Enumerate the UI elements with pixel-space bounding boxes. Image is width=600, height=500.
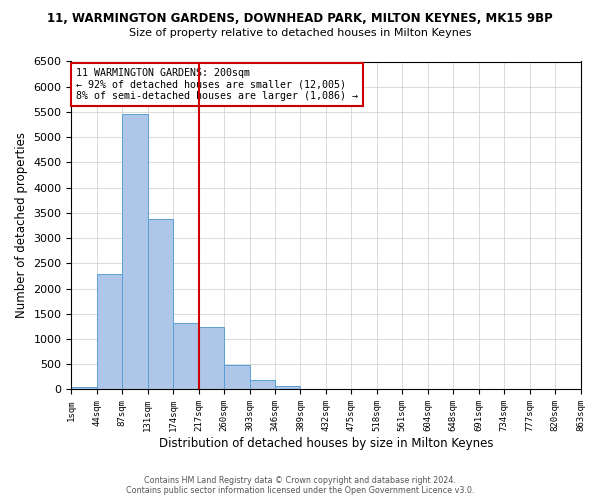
Bar: [173, 324, 199, 390]
Bar: [71, 387, 97, 390]
Y-axis label: Number of detached properties: Number of detached properties: [15, 132, 28, 318]
Bar: [250, 380, 275, 390]
Text: Contains HM Land Registry data © Crown copyright and database right 2024.
Contai: Contains HM Land Registry data © Crown c…: [126, 476, 474, 495]
Text: Size of property relative to detached houses in Milton Keynes: Size of property relative to detached ho…: [129, 28, 471, 38]
Bar: [275, 386, 301, 390]
Text: 11, WARMINGTON GARDENS, DOWNHEAD PARK, MILTON KEYNES, MK15 9BP: 11, WARMINGTON GARDENS, DOWNHEAD PARK, M…: [47, 12, 553, 26]
Bar: [224, 364, 250, 390]
Bar: [148, 219, 173, 390]
Bar: [97, 274, 122, 390]
X-axis label: Distribution of detached houses by size in Milton Keynes: Distribution of detached houses by size …: [159, 437, 493, 450]
Bar: [122, 114, 148, 390]
Bar: [199, 327, 224, 390]
Text: 11 WARMINGTON GARDENS: 200sqm
← 92% of detached houses are smaller (12,005)
8% o: 11 WARMINGTON GARDENS: 200sqm ← 92% of d…: [76, 68, 358, 102]
